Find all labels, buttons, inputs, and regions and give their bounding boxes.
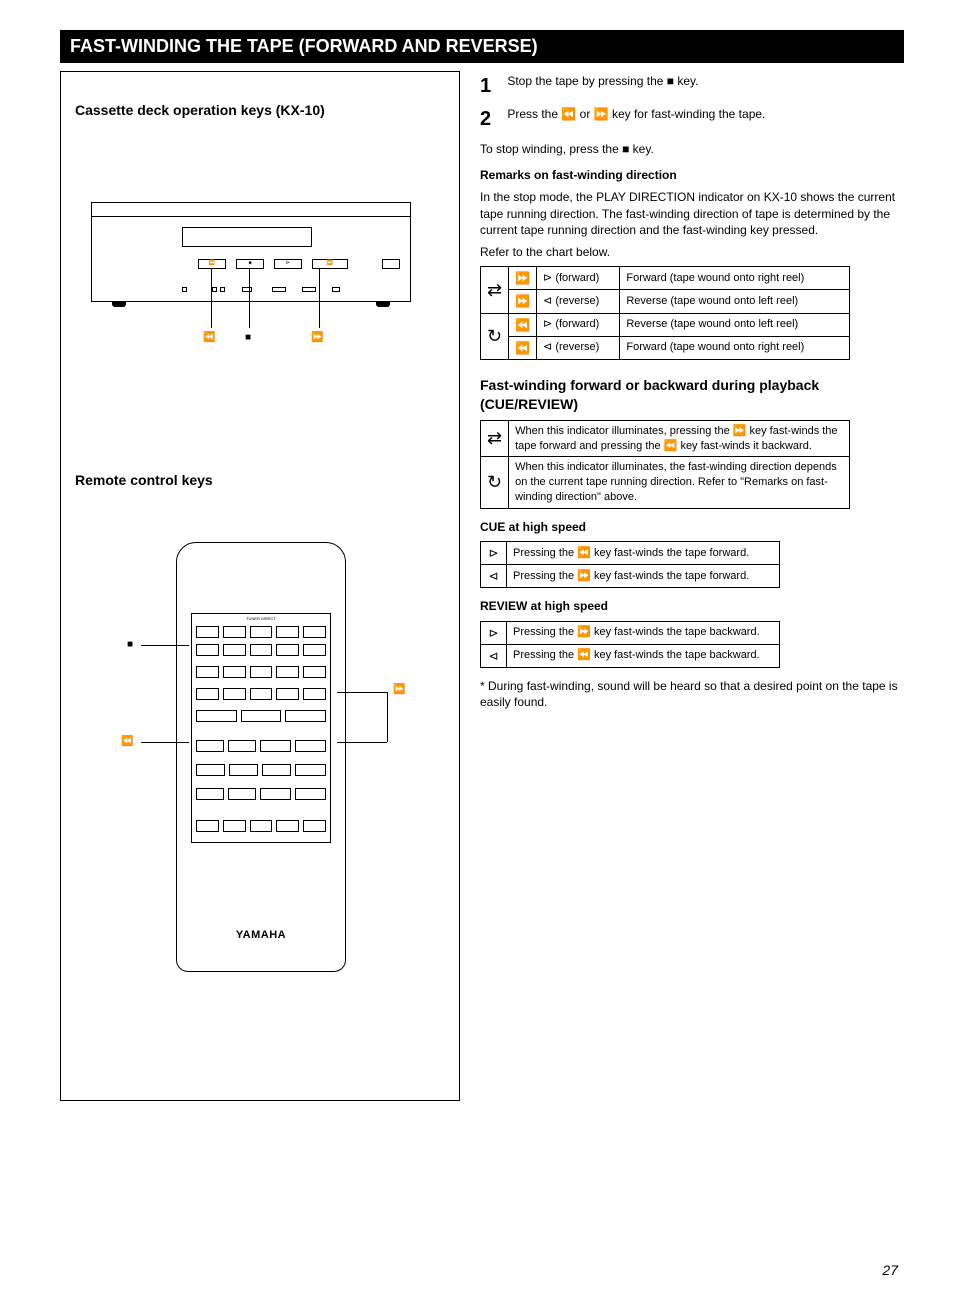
deck-ff-label: ⏩ — [311, 332, 323, 343]
stop-sent-a: To stop winding, press the — [480, 142, 622, 156]
it-r1-c1: When this indicator illuminates, the fas… — [509, 457, 850, 509]
stop-icon: ■ — [667, 74, 674, 88]
step2-b: or — [576, 107, 593, 121]
rev-r1-c0: ⊲ — [481, 644, 507, 667]
t-r0-c2: Forward (tape wound onto right reel) — [620, 267, 850, 290]
rm-tuner-direct: TUNER DIRECT — [192, 616, 330, 621]
t-r2-c2: Reverse (tape wound onto left reel) — [620, 313, 850, 336]
review-head: REVIEW at high speed — [480, 598, 914, 614]
remarks-p2: Refer to the chart below. — [480, 244, 914, 260]
t-r3-c2: Forward (tape wound onto right reel) — [620, 336, 850, 359]
cue-r0-c1: Pressing the ⏪ key fast-winds the tape f… — [507, 542, 780, 565]
deck-drawing: ⏪ ■ ⊳ ⏩ — [91, 202, 411, 302]
remote-drawing: TUNER DIRECT YAMAHA — [176, 542, 346, 972]
t-r1-c1: ⊲ (reverse) — [537, 290, 620, 313]
t-r0-c1: ⊳ (forward) — [537, 267, 620, 290]
illustration-panel: Cassette deck operation keys (KX-10) ⏪ ■… — [60, 63, 460, 1101]
cue-head: CUE at high speed — [480, 519, 914, 535]
t-r3-c1: ⊲ (reverse) — [537, 336, 620, 359]
t-r2-c1: ⊳ (forward) — [537, 313, 620, 336]
step-2: 2 Press the ⏪ or ⏩ key for fast-winding … — [480, 106, 914, 133]
remarks-p1: In the stop mode, the PLAY DIRECTION ind… — [480, 189, 914, 238]
ff-icon: ⏩ — [594, 107, 609, 121]
review-table: ⊳Pressing the ⏩ key fast-winds the tape … — [480, 621, 780, 668]
deck-illus-heading: Cassette deck operation keys (KX-10) — [75, 102, 325, 118]
it-r0-c1: When this indicator illuminates, pressin… — [509, 420, 850, 457]
step1-num: 1 — [480, 73, 504, 100]
final-note: * During fast-winding, sound will be hea… — [480, 678, 914, 710]
cue-r1-c1: Pressing the ⏩ key fast-winds the tape f… — [507, 565, 780, 588]
step2-a: Press the — [507, 107, 561, 121]
t-sym-1: ⇄ — [481, 267, 509, 313]
step2-num: 2 — [480, 106, 504, 133]
t-r2-c0: ⏪ — [509, 313, 537, 336]
t-sym-2: ↻ — [481, 313, 509, 359]
remote-stop-label: ■ — [127, 639, 133, 650]
t-r3-c0: ⏪ — [509, 336, 537, 359]
rew-icon: ⏪ — [561, 107, 576, 121]
remote-ff-label: ⏩ — [393, 684, 405, 695]
rev-r0-c1: Pressing the ⏩ key fast-winds the tape b… — [507, 621, 780, 644]
deck-rew-label: ⏪ — [203, 332, 215, 343]
t-r1-c2: Reverse (tape wound onto left reel) — [620, 290, 850, 313]
deck-stop-label: ■ — [245, 332, 251, 343]
step2-c: key for fast-winding the tape. — [609, 107, 766, 121]
page-number: 27 — [882, 1262, 898, 1278]
remarks-heading: Remarks on fast-winding direction — [480, 167, 914, 183]
rev-r0-c0: ⊳ — [481, 621, 507, 644]
it-r1-c0: ↻ — [481, 457, 509, 509]
t-r0-c0: ⏩ — [509, 267, 537, 290]
body-text: 1 Stop the tape by pressing the ■ key. 2… — [480, 63, 914, 1101]
section2-head: Fast-winding forward or backward during … — [480, 376, 914, 414]
cue-table: ⊳Pressing the ⏪ key fast-winds the tape … — [480, 541, 780, 588]
direction-table: ⇄ ⏩ ⊳ (forward) Forward (tape wound onto… — [480, 266, 850, 360]
cue-r0-c0: ⊳ — [481, 542, 507, 565]
it-r0-c0: ⇄ — [481, 420, 509, 457]
step1-a: Stop the tape by pressing the — [507, 74, 666, 88]
remote-brand: YAMAHA — [177, 929, 345, 941]
page-title: FAST-WINDING THE TAPE (FORWARD AND REVER… — [60, 30, 904, 63]
step-1: 1 Stop the tape by pressing the ■ key. — [480, 73, 914, 100]
stop-sent-b: key. — [629, 142, 653, 156]
remote-illus-heading: Remote control keys — [75, 472, 213, 488]
t-r1-c0: ⏩ — [509, 290, 537, 313]
indicator-table: ⇄ When this indicator illuminates, press… — [480, 420, 850, 509]
rev-r1-c1: Pressing the ⏪ key fast-winds the tape b… — [507, 644, 780, 667]
step1-b: key. — [674, 74, 698, 88]
cue-r1-c0: ⊲ — [481, 565, 507, 588]
remote-rew-label: ⏪ — [121, 736, 133, 747]
